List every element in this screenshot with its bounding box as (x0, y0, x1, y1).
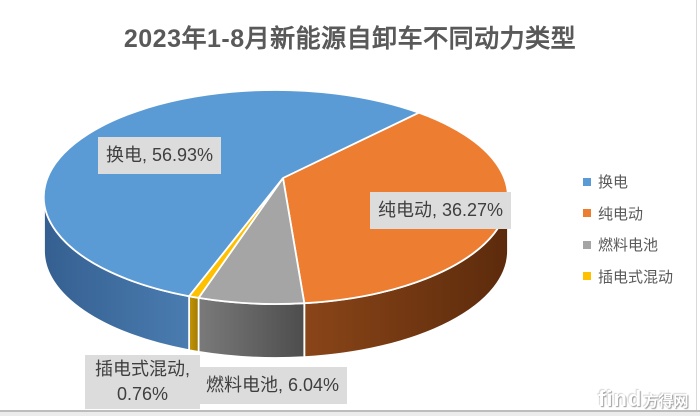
chart-legend: 换电 纯电动 燃料电池 插电式混动 (583, 166, 673, 292)
legend-item-plugin-hybrid: 插电式混动 (583, 261, 673, 293)
legend-label-battery-swap: 换电 (598, 174, 629, 192)
legend-swatch-battery-swap-icon (583, 177, 591, 186)
data-label-pure-electric: 纯电动, 36.27% (370, 192, 512, 229)
watermark-site: 方得网 (643, 393, 689, 410)
chart-title: 2023年1-8月新能源自卸车不同动力类型 (123, 25, 577, 53)
legend-swatch-pure-electric-icon (583, 209, 591, 218)
pie-slice-fuel-cell-side (197, 297, 306, 359)
data-label-plugin-hybrid: 插电式混动, 0.76% (85, 355, 200, 409)
legend-item-fuel-cell: 燃料电池 (583, 229, 673, 261)
data-label-battery-swap: 换电, 56.93% (98, 137, 222, 174)
bottom-edge-fill (0, 412, 700, 416)
data-label-fuel-cell: 燃料电池, 6.04% (198, 367, 348, 404)
legend-label-plugin-hybrid: 插电式混动 (598, 268, 674, 286)
legend-item-pure-electric: 纯电动 (583, 198, 673, 230)
pie-slice-fuel-cell-top (197, 177, 306, 305)
right-edge-line (696, 0, 697, 410)
pie-slice-plugin-hybrid-side (188, 295, 200, 353)
legend-label-pure-electric: 纯电动 (598, 205, 644, 223)
watermark-brand: find (598, 386, 643, 411)
bottom-edge-line (0, 410, 700, 412)
legend-swatch-fuel-cell-icon (583, 240, 591, 249)
legend-swatch-plugin-hybrid-icon (583, 272, 591, 281)
legend-item-battery-swap: 换电 (583, 166, 673, 198)
legend-label-fuel-cell: 燃料电池 (598, 237, 659, 255)
watermark-logo: find 方得网 (598, 386, 688, 412)
